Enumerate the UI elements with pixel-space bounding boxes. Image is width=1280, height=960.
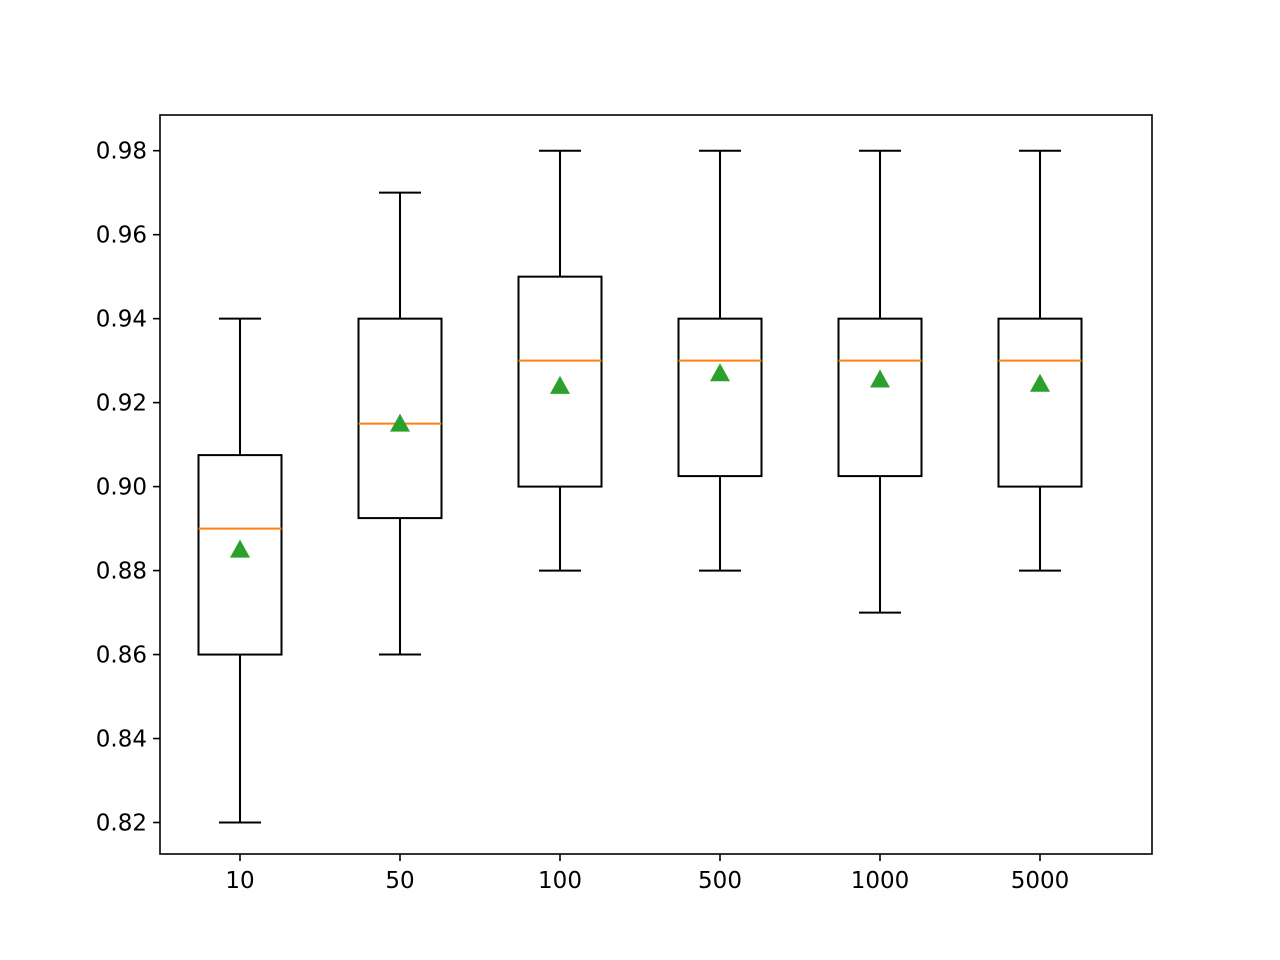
box-50: [357, 191, 443, 656]
mean-marker: [230, 539, 250, 558]
y-axis-ticks: 0.82 0.84 0.86 0.88 0.90 0.92 0.94 0.96 0.98: [96, 139, 160, 837]
y-tick-label: 0.98: [96, 139, 147, 165]
x-axis-ticks: 10 50 100 500 1000 5000: [225, 854, 1069, 894]
box-1000: [837, 149, 923, 614]
mean-marker: [550, 375, 570, 394]
iqr-box: [837, 317, 923, 478]
mean-marker: [870, 369, 890, 388]
x-tick-label: 50: [385, 868, 414, 894]
plot-frame: [159, 114, 1153, 855]
iqr-box: [517, 275, 603, 488]
y-tick-label: 0.92: [96, 391, 147, 417]
y-tick-label: 0.96: [96, 223, 147, 249]
y-tick-label: 0.94: [96, 307, 147, 333]
box-5000: [997, 149, 1083, 572]
iqr-box: [197, 454, 283, 656]
y-tick-label: 0.86: [96, 643, 147, 669]
iqr-box: [677, 317, 763, 478]
y-tick-label: 0.90: [96, 475, 147, 501]
x-tick-label: 5000: [1011, 868, 1070, 894]
x-tick-label: 10: [225, 868, 254, 894]
y-tick-label: 0.88: [96, 559, 147, 585]
box-series: [197, 149, 1083, 824]
y-tick-label: 0.84: [96, 727, 147, 753]
mean-marker: [390, 413, 410, 432]
y-tick-label: 0.82: [96, 811, 147, 837]
mean-marker: [1030, 373, 1050, 392]
box-500: [677, 149, 763, 572]
iqr-box: [997, 317, 1083, 488]
mean-marker: [710, 363, 730, 382]
iqr-box: [357, 317, 443, 520]
x-tick-label: 1000: [851, 868, 910, 894]
box-100: [517, 149, 603, 572]
x-tick-label: 500: [698, 868, 742, 894]
box-10: [197, 317, 283, 824]
x-tick-label: 100: [538, 868, 582, 894]
